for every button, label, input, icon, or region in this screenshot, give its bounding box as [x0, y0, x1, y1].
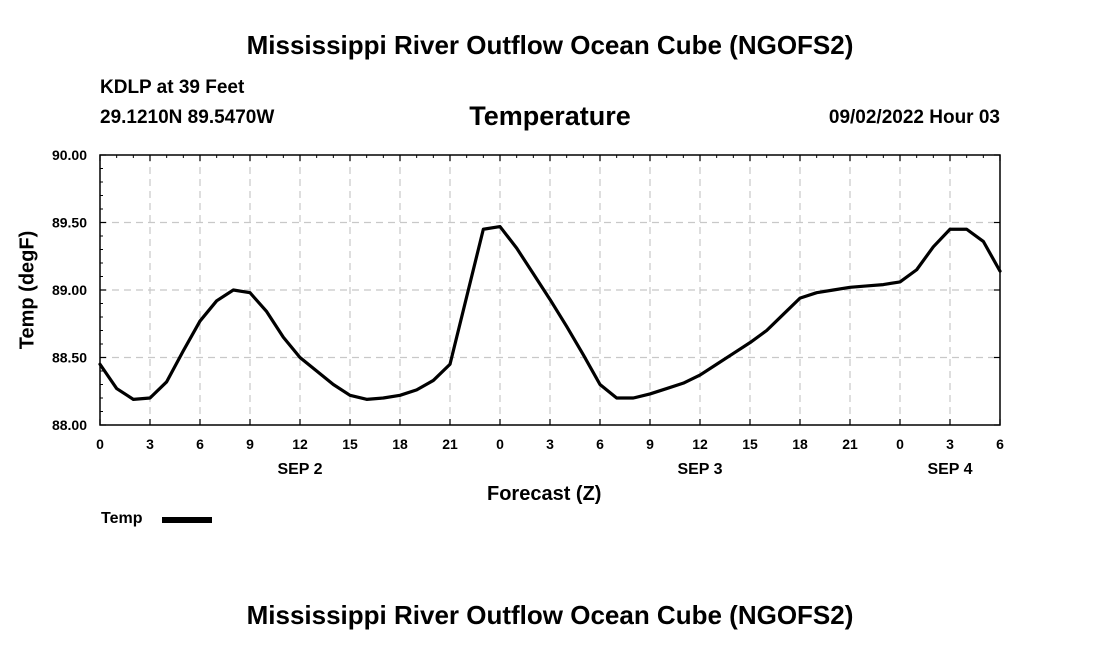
coordinates-label: 29.1210N 89.5470W — [100, 107, 275, 128]
x-tick-label: 6 — [596, 436, 604, 452]
series-layer — [98, 224, 1002, 401]
variable-title: Temperature — [469, 101, 631, 131]
x-tick-label: 0 — [96, 436, 104, 452]
x-tick-label: 9 — [246, 436, 254, 452]
x-tick-label: 15 — [342, 436, 358, 452]
y-tick-label: 89.50 — [52, 215, 87, 231]
x-tick-label: 12 — [692, 436, 708, 452]
legend-label-temp: Temp — [101, 510, 143, 527]
datetime-label: 09/02/2022 Hour 03 — [828, 107, 1000, 128]
x-day-label: SEP 2 — [277, 461, 322, 478]
station-label: KDLP at 39 Feet — [100, 77, 245, 98]
x-tick-label: 12 — [292, 436, 308, 452]
x-tick-label: 18 — [392, 436, 408, 452]
x-tick-label: 3 — [146, 436, 154, 452]
x-tick-label: 15 — [742, 436, 758, 452]
page-title: Mississippi River Outflow Ocean Cube (NG… — [246, 30, 854, 60]
x-day-label: SEP 4 — [927, 461, 972, 478]
x-tick-label: 0 — [496, 436, 504, 452]
y-tick-label: 89.00 — [52, 282, 87, 298]
x-tick-label: 18 — [792, 436, 808, 452]
plot-frame — [99, 154, 1001, 426]
y-tick-label: 88.50 — [52, 350, 87, 366]
x-tick-label: 3 — [946, 436, 954, 452]
y-axis-label: Temp (degF) — [16, 230, 39, 350]
x-tick-label: 6 — [996, 436, 1004, 452]
x-tick-label: 21 — [842, 436, 858, 452]
x-tick-label: 0 — [896, 436, 904, 452]
y-tick-label: 90.00 — [52, 147, 87, 163]
tick-labels-layer: 0 3 6 9 12 15 18 21 0 3 6 9 12 15 18 21 0 3 6 SEP 2 SEP 3 SEP… — [52, 147, 1004, 478]
x-tick-label: 21 — [442, 436, 458, 452]
x-day-label: SEP 3 — [677, 461, 722, 478]
y-tick-label: 88.00 — [52, 417, 87, 433]
grid-layer — [100, 155, 1000, 425]
x-tick-label: 6 — [196, 436, 204, 452]
page-title-bottom: Mississippi River Outflow Ocean Cube (NG… — [246, 600, 854, 630]
x-tick-label: 9 — [646, 436, 654, 452]
x-tick-label: 3 — [546, 436, 554, 452]
x-axis-label: Forecast (Z) — [487, 483, 602, 505]
